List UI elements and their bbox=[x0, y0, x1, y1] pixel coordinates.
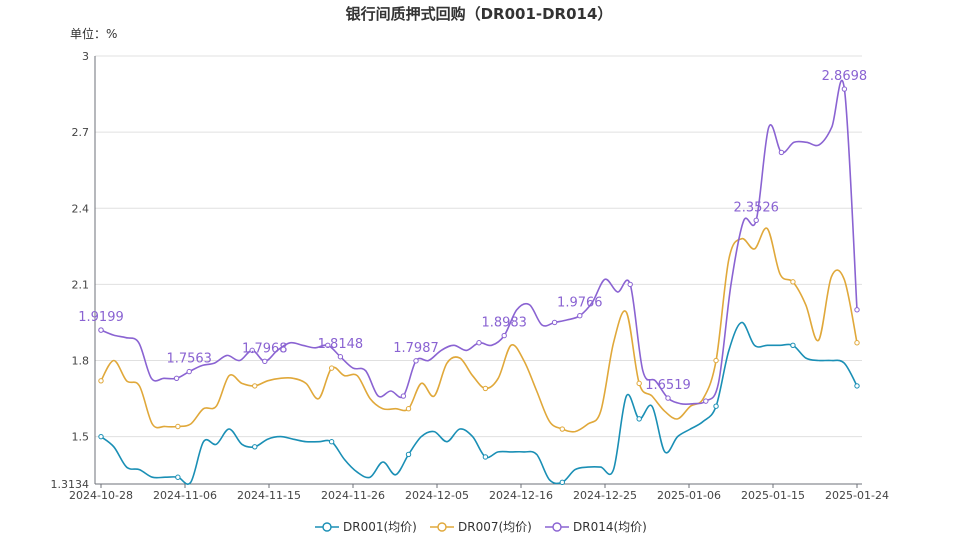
series-line-0 bbox=[100, 321, 858, 485]
data-label: 1.7563 bbox=[166, 352, 212, 367]
series-point bbox=[482, 385, 489, 392]
series-point bbox=[790, 279, 796, 285]
series-point bbox=[790, 342, 796, 348]
data-label: 1.6519 bbox=[645, 378, 691, 393]
x-tick-label: 2024-12-16 bbox=[489, 489, 553, 502]
unit-label: 单位：% bbox=[70, 26, 117, 41]
y-tick-label: 2.7 bbox=[72, 126, 90, 139]
series-point bbox=[854, 307, 860, 313]
grid-lines bbox=[95, 55, 862, 485]
labeled-point bbox=[501, 332, 507, 339]
series-point bbox=[328, 439, 335, 445]
series-point bbox=[405, 451, 412, 458]
y-tick-label: 2.1 bbox=[72, 278, 90, 291]
x-tick-label: 2024-10-28 bbox=[69, 489, 133, 502]
x-tick-label: 2024-11-15 bbox=[237, 489, 301, 502]
y-tick-label: 1.5 bbox=[72, 431, 90, 444]
legend-item-2[interactable]: DR014(均价) bbox=[545, 520, 647, 534]
series-point bbox=[252, 383, 258, 389]
series-point bbox=[249, 347, 255, 354]
labeled-point bbox=[337, 354, 344, 360]
series-line-2 bbox=[100, 79, 858, 406]
data-label: 1.7987 bbox=[393, 341, 439, 356]
labeled-point bbox=[98, 327, 104, 333]
data-label: 2.8698 bbox=[822, 69, 868, 84]
series-point bbox=[551, 319, 558, 326]
series-point bbox=[636, 380, 642, 387]
labeled-point bbox=[413, 358, 419, 364]
data-label: 1.9199 bbox=[78, 310, 124, 325]
x-tick-label: 2024-11-26 bbox=[321, 489, 385, 502]
legend-item-1[interactable]: DR007(均价) bbox=[430, 520, 532, 534]
series-point bbox=[98, 378, 104, 384]
y-axis-ticks: 1.3134 1.5 1.8 2.1 2.4 2.7 3 bbox=[51, 50, 90, 491]
series-point bbox=[559, 426, 565, 432]
data-label: 2.3526 bbox=[733, 200, 779, 215]
series-point bbox=[325, 342, 331, 348]
data-label: 1.8983 bbox=[481, 316, 527, 331]
chart-title: 银行间质押式回购（DR001-DR014） bbox=[346, 5, 613, 23]
series-point bbox=[173, 375, 180, 381]
y-tick-label: 1.8 bbox=[72, 355, 90, 368]
labeled-point bbox=[186, 368, 192, 375]
legend-label: DR014(均价) bbox=[573, 520, 647, 534]
data-labels: 1.9199 1.7563 1.7968 1.8148 1.7987 1.8983 1.97… bbox=[78, 69, 868, 401]
data-label: 1.7968 bbox=[242, 341, 288, 356]
series-point bbox=[98, 433, 104, 440]
legend-marker bbox=[322, 522, 332, 532]
x-tick-label: 2025-01-06 bbox=[657, 489, 721, 502]
series-point bbox=[703, 398, 709, 404]
legend-marker bbox=[437, 522, 447, 532]
x-tick-label: 2024-11-06 bbox=[153, 489, 217, 502]
series-point bbox=[175, 423, 181, 430]
series-point bbox=[778, 149, 785, 156]
data-label: 1.8148 bbox=[318, 337, 364, 352]
series-point bbox=[854, 340, 860, 346]
labeled-point bbox=[841, 86, 848, 92]
x-tick-label: 2024-12-25 bbox=[573, 489, 637, 502]
data-label: 1.9766 bbox=[557, 296, 603, 311]
x-tick-label: 2025-01-15 bbox=[741, 489, 805, 502]
series-point bbox=[713, 357, 719, 364]
series-point bbox=[559, 479, 565, 486]
x-axis: 2024-10-28 2024-11-06 2024-11-15 2024-11-26… bbox=[69, 56, 889, 502]
y-tick-label: 2.4 bbox=[72, 202, 90, 215]
legend-label: DR001(均价) bbox=[343, 520, 417, 534]
labeled-point bbox=[577, 313, 583, 319]
series-point bbox=[627, 281, 633, 288]
x-tick-label: 2024-12-05 bbox=[405, 489, 469, 502]
series-line-1 bbox=[100, 227, 858, 433]
series-point bbox=[636, 416, 642, 422]
legend-label: DR007(均价) bbox=[458, 520, 532, 534]
y-tick-label: 1.3134 bbox=[51, 478, 90, 491]
series-point bbox=[175, 474, 181, 480]
series-point bbox=[252, 444, 258, 450]
labeled-point bbox=[262, 358, 268, 365]
series-point bbox=[405, 406, 412, 412]
series-point bbox=[328, 365, 335, 371]
x-tick-label: 2025-01-24 bbox=[825, 489, 889, 502]
y-tick-label: 3 bbox=[82, 50, 89, 63]
labeled-point bbox=[665, 395, 671, 401]
series-point bbox=[476, 340, 482, 346]
series-point bbox=[713, 403, 719, 409]
series-point bbox=[854, 383, 860, 389]
legend[interactable]: DR001(均价) DR007(均价) DR014(均价) bbox=[315, 520, 647, 534]
legend-item-0[interactable]: DR001(均价) bbox=[315, 520, 417, 534]
series-point bbox=[482, 454, 489, 460]
series-lines bbox=[98, 79, 860, 486]
legend-marker bbox=[552, 522, 562, 532]
series-point bbox=[400, 393, 407, 399]
labeled-point bbox=[753, 217, 759, 223]
